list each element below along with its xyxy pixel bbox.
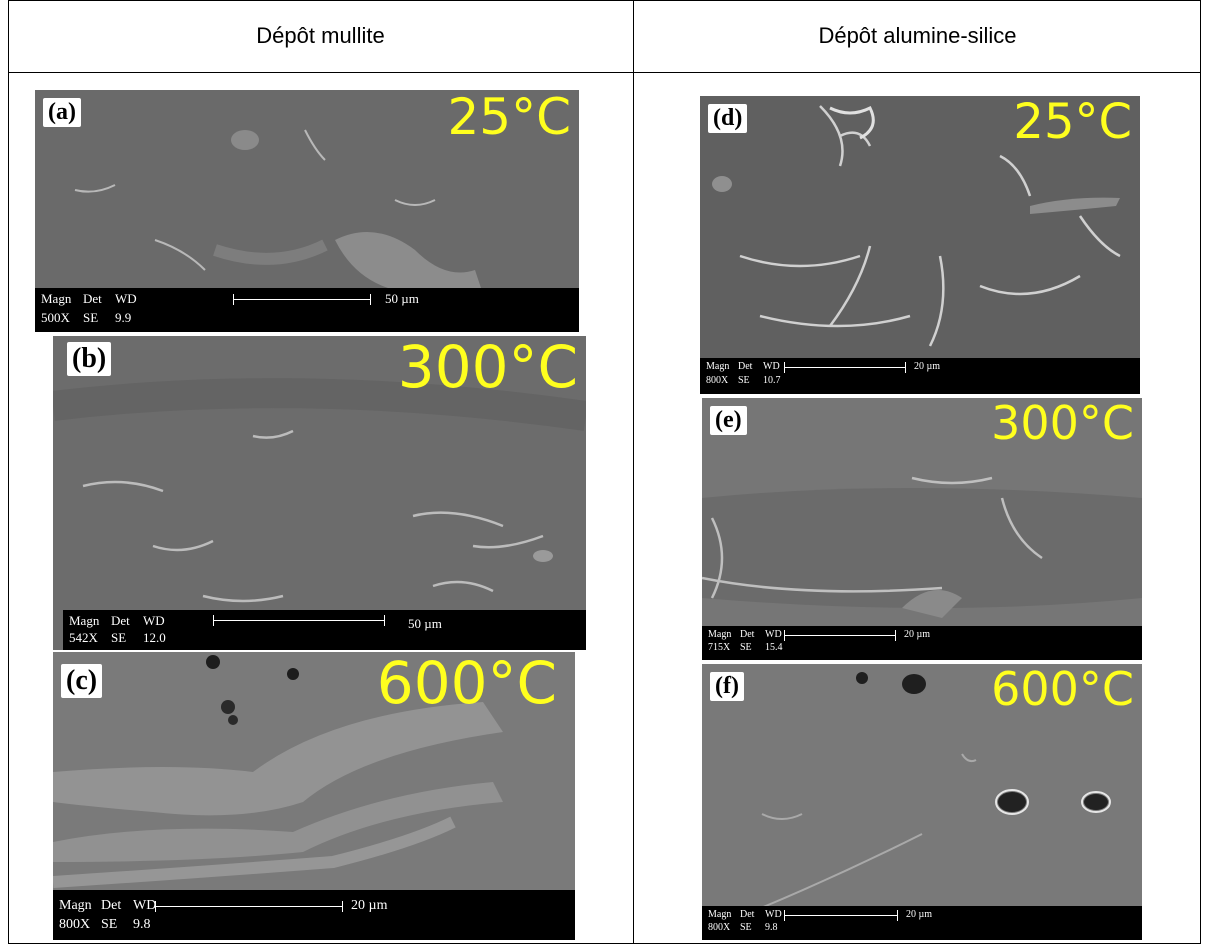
scale-bar-c: [155, 901, 343, 912]
scale-label-b: 50 µm: [408, 616, 442, 631]
scale-label-a: 50 µm: [385, 291, 419, 306]
det-label: Det: [101, 898, 122, 913]
magn-label: Magn: [41, 291, 72, 306]
wd-value: 12.0: [143, 630, 166, 645]
magn-value: 500X: [41, 310, 70, 325]
magn-label: Magn: [59, 898, 92, 913]
panel-label-c: (c): [61, 664, 103, 698]
sem-texture-d: [700, 96, 1140, 394]
det-value: SE: [111, 630, 127, 645]
magn-label: Magn: [708, 629, 732, 640]
wd-value: 9.9: [115, 310, 132, 325]
det-value: SE: [738, 375, 750, 386]
wd-label: WD: [133, 898, 157, 913]
scale-bar-e: [784, 630, 896, 641]
magn-value: 800X: [708, 922, 731, 933]
info-bar-f: Magn Det WD 800X SE 9.8 20 µm: [702, 906, 1142, 940]
det-label: Det: [740, 629, 755, 640]
sem-image-e: (e) 300°C Magn Det WD 715X SE 15.4 20 µm: [702, 398, 1142, 660]
column-divider: [633, 0, 634, 944]
scale-label-e: 20 µm: [904, 629, 931, 640]
panel-label-b: (b): [67, 342, 112, 376]
magn-label: Magn: [708, 909, 732, 920]
wd-value: 9.8: [133, 917, 151, 932]
panel-label-f: (f): [710, 672, 744, 701]
det-label: Det: [740, 909, 755, 920]
magn-value: 542X: [69, 630, 98, 645]
header-left: Dépôt mullite: [256, 23, 385, 48]
det-label: Det: [111, 613, 130, 628]
sem-texture-f: [702, 664, 1142, 940]
magn-value: 715X: [708, 642, 731, 653]
temperature-a: 25°C: [447, 90, 571, 146]
det-value: SE: [740, 642, 752, 653]
wd-label: WD: [765, 629, 782, 640]
magn-value: 800X: [706, 375, 729, 386]
wd-value: 9.8: [765, 922, 778, 933]
sem-image-f: (f) 600°C Magn Det WD 800X SE 9.8 20 µm: [702, 664, 1142, 940]
info-bar-d: Magn Det WD 800X SE 10.7 20 µm: [700, 358, 1140, 394]
sem-texture-b: [53, 336, 586, 650]
wd-value: 10.7: [763, 375, 781, 386]
magn-label: Magn: [69, 613, 100, 628]
sem-image-d: (d) 25°C Magn Det WD 800X SE 10.7 20 µm: [700, 96, 1140, 394]
scale-label-c: 20 µm: [351, 898, 388, 913]
info-bar-e: Magn Det WD 715X SE 15.4 20 µm: [702, 626, 1142, 660]
det-label: Det: [738, 361, 753, 372]
panel-label-a: (a): [43, 98, 81, 127]
det-value: SE: [740, 922, 752, 933]
det-value: SE: [83, 310, 99, 325]
scale-label-f: 20 µm: [906, 909, 933, 920]
panel-label-d: (d): [708, 104, 748, 133]
sem-image-c: (c) 600°C Magn Det WD 800X SE 9.8 20 µm: [53, 652, 575, 940]
temperature-e: 300°C: [991, 398, 1134, 450]
wd-label: WD: [765, 909, 782, 920]
info-bar-a: Magn Det WD 500X SE 9.9 50 µm: [35, 288, 579, 332]
temperature-c: 600°C: [376, 652, 557, 717]
magn-label: Magn: [706, 361, 730, 372]
wd-value: 15.4: [765, 642, 783, 653]
det-label: Det: [83, 291, 102, 306]
panel-label-e: (e): [710, 406, 747, 435]
scale-bar-b: [213, 615, 385, 626]
det-value: SE: [101, 917, 118, 932]
sem-image-b: (b) 300°C Magn Det WD 542X SE 12.0 50 µm: [53, 336, 586, 650]
info-bar-c: Magn Det WD 800X SE 9.8 20 µm: [53, 890, 575, 940]
temperature-f: 600°C: [991, 664, 1134, 716]
temperature-d: 25°C: [1013, 96, 1132, 150]
wd-label: WD: [115, 291, 137, 306]
sem-texture-e: [702, 398, 1142, 660]
table-frame: [8, 0, 1201, 944]
scale-bar-f: [784, 910, 898, 921]
header-right: Dépôt alumine-silice: [818, 23, 1017, 48]
wd-label: WD: [763, 361, 780, 372]
scale-bar-a: [233, 294, 371, 305]
header-divider: [8, 72, 1201, 73]
temperature-b: 300°C: [397, 336, 578, 401]
sem-image-a: (a) 25°C Magn Det WD 500X SE 9.9 50 µm: [35, 90, 579, 332]
info-bar-b: Magn Det WD 542X SE 12.0 50 µm: [63, 610, 586, 650]
scale-label-d: 20 µm: [914, 361, 941, 372]
scale-bar-d: [784, 362, 906, 373]
wd-label: WD: [143, 613, 165, 628]
magn-value: 800X: [59, 917, 91, 932]
